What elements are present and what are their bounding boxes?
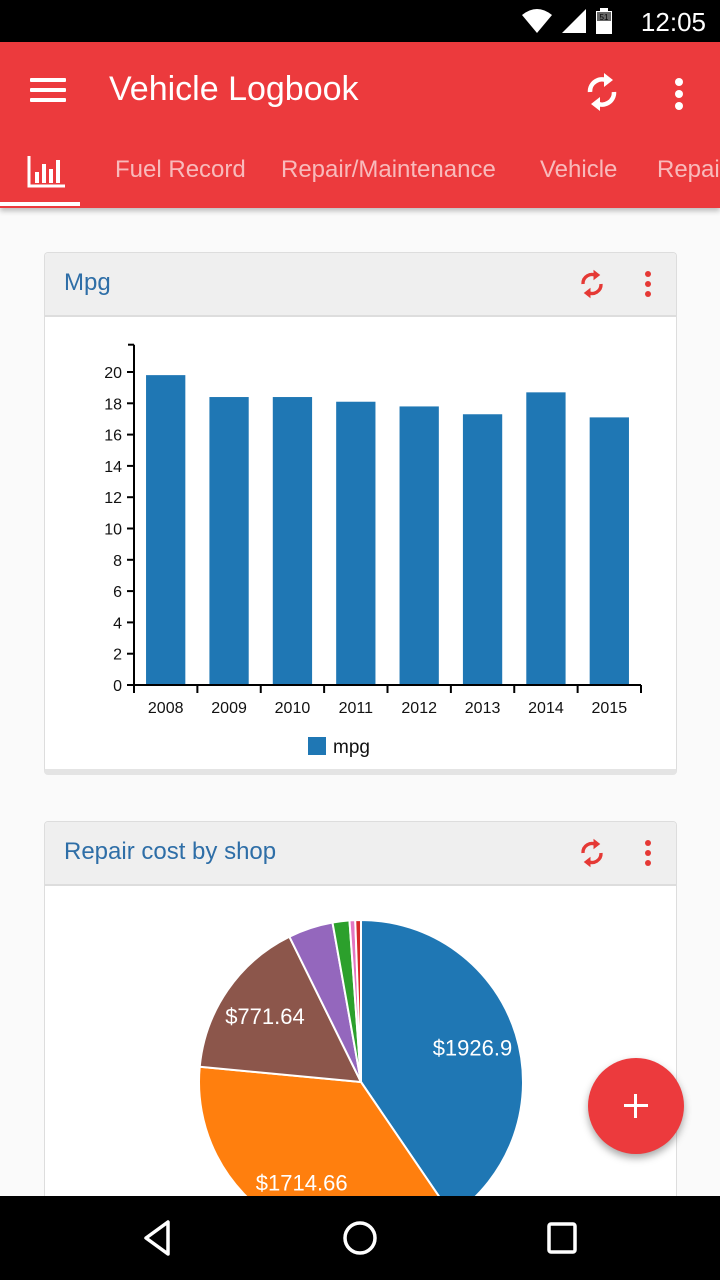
svg-text:2008: 2008 xyxy=(148,700,184,717)
bar-2009 xyxy=(209,397,249,684)
sync-icon[interactable] xyxy=(577,267,607,301)
bar-2011 xyxy=(336,401,376,684)
add-fab-button[interactable] xyxy=(588,1058,684,1154)
bar-2015 xyxy=(589,417,629,684)
bar-chart-icon xyxy=(27,156,65,188)
bar-2014 xyxy=(526,392,566,684)
svg-text:$1714.66: $1714.66 xyxy=(256,1170,348,1195)
svg-text:6: 6 xyxy=(113,584,122,601)
card-title: Repair cost by shop xyxy=(64,838,277,865)
svg-text:2009: 2009 xyxy=(211,700,247,717)
svg-text:2013: 2013 xyxy=(465,700,501,717)
svg-text:2012: 2012 xyxy=(401,700,437,717)
card-title: Mpg xyxy=(64,269,111,296)
card-header: Mpg xyxy=(45,253,676,317)
battery-icon: 51 xyxy=(596,8,612,34)
home-icon[interactable] xyxy=(338,1218,382,1258)
svg-text:2014: 2014 xyxy=(528,700,564,717)
svg-text:0: 0 xyxy=(113,678,122,695)
tab-dashboard[interactable] xyxy=(0,142,80,208)
mpg-card: Mpg 0 2 4 6 8 10 12 14 16 18 20 2008 2009 2010 2011 201… xyxy=(44,252,677,775)
tab-repair[interactable]: Repai xyxy=(657,156,720,183)
more-vert-icon[interactable] xyxy=(641,269,655,299)
system-nav-bar xyxy=(0,1196,720,1280)
svg-text:16: 16 xyxy=(104,428,122,445)
app-title: Vehicle Logbook xyxy=(109,70,359,108)
svg-text:4: 4 xyxy=(113,615,122,632)
tab-fuel-record[interactable]: Fuel Record xyxy=(115,156,246,183)
svg-text:2011: 2011 xyxy=(339,700,374,717)
recents-icon[interactable] xyxy=(540,1218,584,1258)
menu-icon[interactable] xyxy=(30,78,66,108)
repair-cost-pie-chart: $1926.9 $1714.66 $771.64 xyxy=(198,918,524,1240)
app-bar: Vehicle Logbook Fuel Record Repair/Maint… xyxy=(0,42,720,208)
svg-text:2010: 2010 xyxy=(275,700,311,717)
clock: 12:05 xyxy=(640,7,706,37)
svg-text:10: 10 xyxy=(104,522,122,539)
sync-icon[interactable] xyxy=(582,70,622,114)
bar-2013 xyxy=(462,414,503,684)
mpg-bar-chart: 0 2 4 6 8 10 12 14 16 18 20 2008 2009 2010 2011 2012 201… xyxy=(104,343,642,758)
svg-text:14: 14 xyxy=(104,459,122,476)
sync-icon[interactable] xyxy=(577,836,607,870)
cell-signal-icon xyxy=(562,9,586,33)
more-vert-icon[interactable] xyxy=(641,838,655,868)
bar-2008 xyxy=(146,375,186,684)
svg-text:12: 12 xyxy=(104,490,122,507)
svg-text:18: 18 xyxy=(104,396,122,413)
svg-text:mpg: mpg xyxy=(333,737,370,758)
bar-2012 xyxy=(399,406,439,684)
card-header: Repair cost by shop xyxy=(45,822,676,886)
back-icon[interactable] xyxy=(138,1218,182,1258)
svg-text:8: 8 xyxy=(113,553,122,570)
repair-cost-card: Repair cost by shop $1926.9 $1714.66 $771.… xyxy=(44,821,677,1241)
svg-text:20: 20 xyxy=(104,365,122,382)
bar-2010 xyxy=(272,397,313,684)
svg-text:2: 2 xyxy=(113,647,122,664)
tab-repair-maintenance[interactable]: Repair/Maintenance xyxy=(281,156,496,183)
svg-text:$1926.9: $1926.9 xyxy=(433,1036,513,1061)
more-vert-icon[interactable] xyxy=(664,74,694,114)
svg-text:51: 51 xyxy=(600,13,609,22)
wifi-icon xyxy=(522,9,552,33)
tab-vehicle[interactable]: Vehicle xyxy=(540,156,618,183)
svg-text:2015: 2015 xyxy=(592,700,628,717)
tab-bar: Fuel Record Repair/Maintenance Vehicle R… xyxy=(0,142,720,208)
svg-text:$771.64: $771.64 xyxy=(225,1004,305,1029)
status-bar: 51 12:05 xyxy=(0,0,720,42)
